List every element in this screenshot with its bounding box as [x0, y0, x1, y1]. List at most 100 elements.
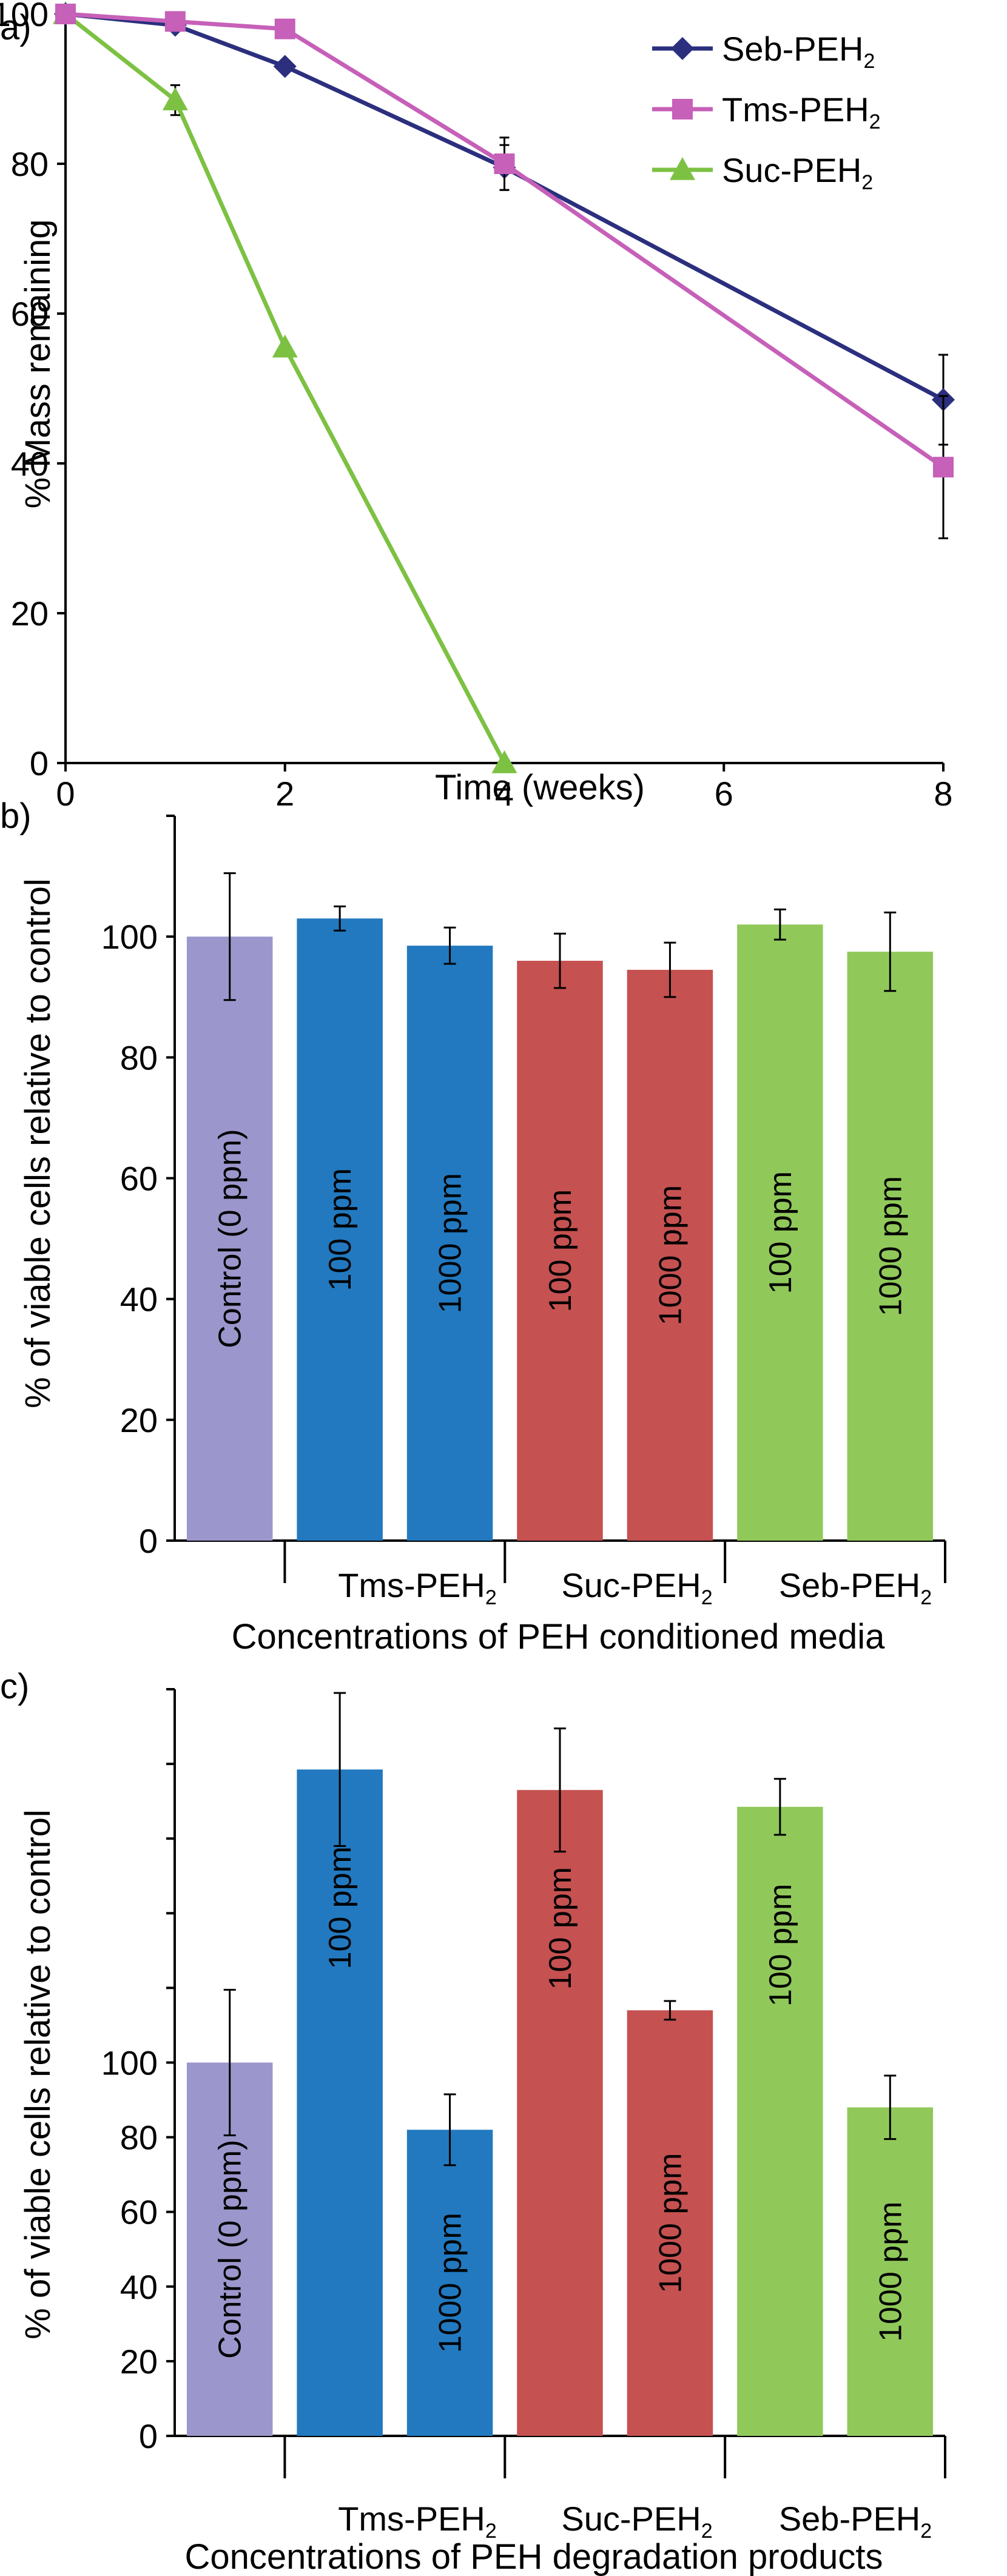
- bar-group: 100 ppm: [517, 932, 603, 1541]
- bar: [627, 2010, 713, 2436]
- panel-c-plot: Control (0 ppm) 100 ppm 1000 ppm 100 ppm 100…: [186, 1692, 934, 2436]
- x-tick-label: 2: [275, 775, 294, 813]
- group-label-tms: Tms-PEH2: [338, 2500, 497, 2543]
- y-tick-label: 0: [139, 2417, 158, 2455]
- bar-label: Control (0 ppm): [213, 1129, 248, 1348]
- panel-c-groups: Tms-PEH2 Suc-PEH2 Seb-PEH2: [338, 2500, 932, 2543]
- bar-label: 1000 ppm: [653, 1185, 688, 1325]
- series-line: [65, 12, 945, 402]
- data-point: [55, 4, 76, 24]
- data-point: [162, 87, 188, 110]
- bar: [297, 1769, 383, 2436]
- bar: [737, 1806, 823, 2436]
- data-point: [273, 55, 297, 78]
- panel-a-ylabel: % Mass remaining: [18, 219, 58, 508]
- legend-markers: [652, 37, 713, 180]
- y-tick-label: 40: [120, 2268, 158, 2306]
- y-tick-label: 40: [11, 445, 49, 483]
- bar: [406, 946, 493, 1541]
- bar-group: 100 ppm: [517, 1727, 603, 2436]
- panel-a: a) % Mass remaining Time (weeks) 0204060…: [0, 0, 955, 813]
- bar-label: 1000 ppm: [433, 2213, 468, 2353]
- bar-group: 1000 ppm: [847, 2074, 934, 2436]
- y-tick-label: 80: [120, 1038, 158, 1077]
- panel-c-xlabel: Concentrations of PEH degradation produc…: [184, 2537, 883, 2576]
- panel-a-xlabel: Time (weeks): [435, 768, 645, 807]
- y-tick-label: 80: [11, 145, 49, 183]
- bar-label: 100 ppm: [763, 1884, 798, 2006]
- x-tick-label: 6: [715, 775, 733, 813]
- bar-group: 1000 ppm: [406, 926, 493, 1541]
- panel-a-legend: Seb-PEH2 Tms-PEH2 Suc-PEH2: [652, 30, 881, 194]
- bar: [847, 2107, 934, 2436]
- series-tms-peh: [55, 4, 954, 539]
- bar-label: 100 ppm: [323, 1846, 358, 1969]
- panel-c-label: c): [0, 1667, 29, 1706]
- bar-group: 100 ppm: [737, 908, 823, 1541]
- bar-group: 1000 ppm: [847, 911, 934, 1541]
- data-point: [164, 11, 186, 32]
- bar: [186, 937, 273, 1541]
- y-tick-label: 60: [11, 295, 49, 333]
- series-line: [64, 12, 507, 764]
- data-point: [491, 750, 517, 773]
- panel-b: b) % of viable cells relative to control…: [0, 796, 946, 1656]
- x-tick-label: 0: [56, 775, 75, 813]
- bar-label: 100 ppm: [763, 1171, 798, 1294]
- y-tick-label: 20: [120, 2342, 158, 2381]
- panel-a-label: a): [0, 8, 32, 47]
- panel-c-ylabel: % of viable cells relative to control: [18, 1809, 58, 2339]
- y-tick-label: 0: [139, 1522, 158, 1560]
- data-point: [494, 153, 515, 174]
- series-suc-peh: [53, 1, 517, 773]
- y-tick-label: 100: [101, 2044, 158, 2082]
- panel-a-plot: [53, 1, 955, 773]
- x-tick-label: 8: [934, 775, 952, 813]
- group-label-seb: Seb-PEH2: [779, 1566, 932, 1609]
- bar-label: Control (0 ppm): [213, 2140, 248, 2359]
- bar-label: 100 ppm: [543, 1867, 578, 1989]
- bar-label: 1000 ppm: [873, 2202, 908, 2342]
- legend-marker: [672, 99, 693, 119]
- panel-a-axes: 0 20 40 60 80 100 0 2 4 6 8: [0, 0, 953, 813]
- bar-group: 1000 ppm: [627, 941, 713, 1541]
- bar: [847, 952, 934, 1541]
- legend-marker: [671, 37, 694, 60]
- group-label-suc: Suc-PEH2: [561, 1566, 712, 1609]
- bar: [517, 961, 603, 1541]
- bar: [297, 918, 383, 1541]
- bar-group: 1000 ppm: [406, 2093, 493, 2436]
- panel-b-label: b): [0, 796, 32, 836]
- bar-label: 100 ppm: [543, 1189, 578, 1312]
- bar: [517, 1790, 603, 2436]
- bar-group: 100 ppm: [737, 1778, 823, 2436]
- bar: [406, 2130, 493, 2436]
- group-label-seb: Seb-PEH2: [779, 2500, 932, 2543]
- bar-label: 1000 ppm: [433, 1173, 468, 1313]
- legend-entry-tms: Tms-PEH2: [722, 90, 881, 133]
- x-tick-label: 4: [495, 775, 514, 813]
- series-line: [65, 12, 945, 469]
- bar-group: 100 ppm: [297, 905, 383, 1541]
- group-label-tms: Tms-PEH2: [338, 1566, 497, 1609]
- bar-label: 1000 ppm: [873, 1176, 908, 1316]
- y-tick-label: 20: [120, 1401, 158, 1439]
- y-tick-label: 60: [120, 1160, 158, 1198]
- data-point: [274, 18, 295, 39]
- bar-label: 1000 ppm: [653, 2153, 688, 2293]
- y-tick-label: 80: [120, 2119, 158, 2157]
- bar-group: Control (0 ppm): [186, 1988, 273, 2436]
- legend-entry-suc: Suc-PEH2: [722, 151, 873, 194]
- bar-group: Control (0 ppm): [186, 872, 273, 1541]
- data-point: [272, 334, 298, 358]
- data-point: [933, 457, 954, 478]
- bar: [737, 924, 823, 1541]
- y-tick-label: 40: [120, 1280, 158, 1319]
- bar-group: 1000 ppm: [627, 2000, 713, 2436]
- series-seb-peh: [54, 2, 955, 446]
- legend-entry-seb: Seb-PEH2: [722, 30, 875, 73]
- panel-b-xlabel: Concentrations of PEH conditioned media: [232, 1617, 886, 1656]
- y-tick-label: 0: [30, 744, 49, 782]
- panel-b-ylabel: % of viable cells relative to control: [18, 878, 58, 1408]
